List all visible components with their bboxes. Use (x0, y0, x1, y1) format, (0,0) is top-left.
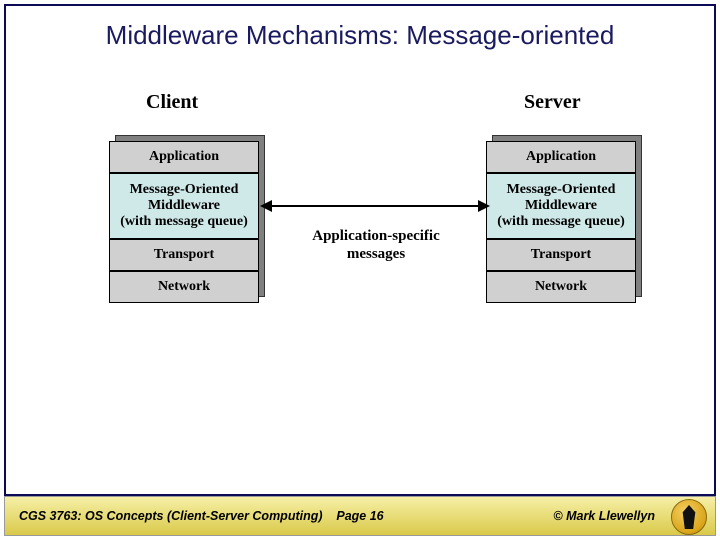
client-stack: Application Message-Oriented Middleware … (109, 141, 259, 303)
client-layer-middleware: Message-Oriented Middleware (with messag… (109, 173, 259, 239)
client-mw-line1: Message-Oriented (130, 182, 239, 197)
server-mw-line1: Message-Oriented (507, 182, 616, 197)
server-mw-line2: Middleware (525, 198, 597, 213)
arrow-label: Application-specific messages (306, 227, 446, 263)
server-layer-network: Network (486, 271, 636, 303)
slide-title: Middleware Mechanisms: Message-oriented (6, 20, 714, 51)
client-layer-transport: Transport (109, 239, 259, 271)
client-layer-network: Network (109, 271, 259, 303)
diagram: Client Server Application Message-Orient… (66, 81, 654, 434)
arrow-line (271, 205, 479, 207)
footer-page: Page 16 (336, 509, 383, 523)
client-mw-line3: (with message queue) (120, 214, 248, 229)
client-layer-application: Application (109, 141, 259, 173)
ucf-logo-inner-icon (682, 505, 696, 529)
footer: CGS 3763: OS Concepts (Client-Server Com… (4, 496, 716, 536)
footer-right: © Mark Llewellyn (553, 509, 655, 523)
arrow-label-line1: Application-specific (312, 228, 440, 244)
server-label: Server (524, 91, 581, 114)
footer-left: CGS 3763: OS Concepts (Client-Server Com… (19, 509, 323, 523)
arrow-label-line2: messages (347, 246, 405, 262)
client-label: Client (146, 91, 198, 114)
arrow-head-right (478, 200, 490, 212)
server-layer-transport: Transport (486, 239, 636, 271)
server-stack: Application Message-Oriented Middleware … (486, 141, 636, 303)
server-mw-line3: (with message queue) (497, 214, 625, 229)
client-mw-line2: Middleware (148, 198, 220, 213)
server-layer-application: Application (486, 141, 636, 173)
server-layer-middleware: Message-Oriented Middleware (with messag… (486, 173, 636, 239)
ucf-logo-icon (671, 499, 707, 535)
